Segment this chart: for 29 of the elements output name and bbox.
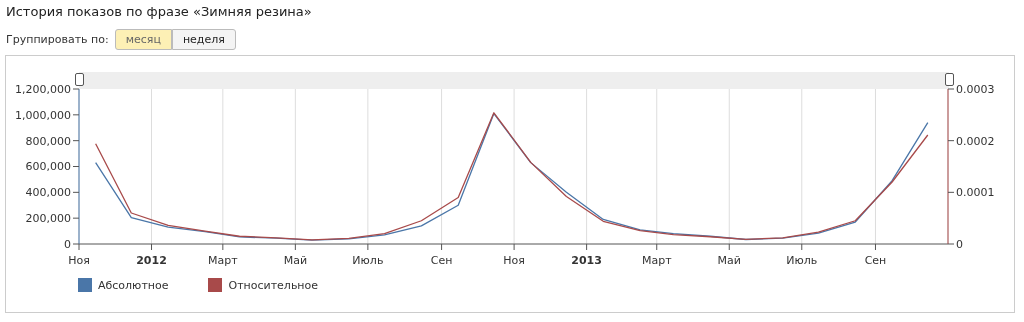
x-tick-label: Июль [352, 254, 384, 267]
x-tick-label: Июль [786, 254, 818, 267]
y2-tick-label: 0.0001 [956, 186, 995, 200]
chart-title: История показов по фразе «Зимняя резина» [6, 4, 312, 19]
y-tick-label: 1,200,000 [15, 82, 71, 96]
y-tick-label: 600,000 [25, 160, 71, 174]
y2-tick-label: 0.0002 [956, 134, 995, 148]
y2-tick-label: 0.0003 [956, 82, 995, 96]
x-tick-label: Март [208, 254, 239, 267]
legend-label: Абсолютное [98, 278, 169, 292]
x-tick-label: 2013 [571, 254, 602, 267]
text: неделя [171, 29, 236, 50]
y-tick-label: 0 [64, 237, 71, 251]
text: месяц [114, 29, 172, 50]
legend-label: Относительное [228, 278, 319, 292]
x-tick-label: Май [717, 254, 741, 267]
y-tick-label: 200,000 [25, 212, 71, 226]
y-tick-label: 800,000 [25, 134, 71, 148]
text: Группировать по: [6, 33, 109, 46]
x-tick-label: 2012 [136, 254, 167, 267]
x-tick-label: Май [283, 254, 308, 267]
y2-tick-label: 0 [956, 237, 963, 251]
x-tick-label: Сен [430, 254, 453, 267]
x-tick-label: Ноя [503, 254, 525, 267]
x-tick-label: Ноя [68, 254, 90, 267]
y-tick-label: 400,000 [25, 186, 71, 200]
x-tick-label: Март [641, 254, 673, 267]
x-tick-label: Сен [864, 254, 887, 267]
y-tick-label: 1,000,000 [15, 108, 71, 122]
